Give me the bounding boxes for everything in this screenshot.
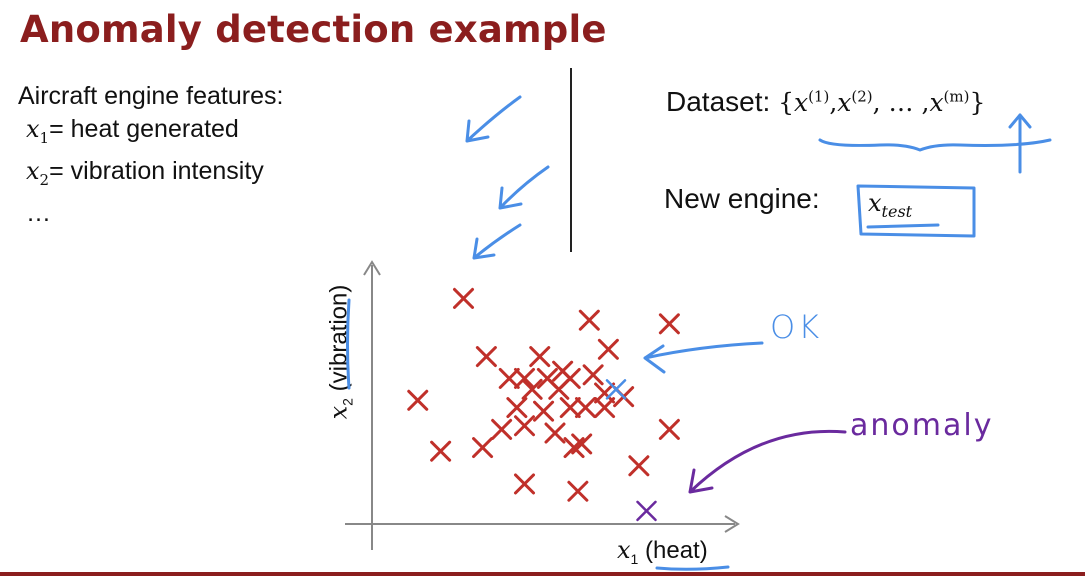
blue-arrow-1: [465, 95, 522, 143]
scatter-point-s0-27: [472, 437, 494, 459]
scatter-points: [407, 287, 680, 522]
scatter-point-s0-0: [453, 287, 474, 309]
dataset-set: {x(1),x(2), … ,x(m)}: [778, 87, 986, 117]
scatter-point-s0-17: [506, 397, 528, 419]
feature-1-var: x1: [26, 115, 50, 147]
scatter-point-s0-29: [658, 418, 680, 440]
anomaly-arrow: [688, 429, 847, 494]
new-engine-label: New engine:: [664, 183, 820, 214]
scatter-point-s0-21: [594, 397, 616, 419]
scatter-point-s0-7: [498, 367, 520, 389]
dataset-underbrace: [818, 138, 1052, 152]
feature-1-text: = heat generated: [49, 115, 239, 143]
scatter-point-s0-5: [597, 338, 619, 360]
blue-arrow-3: [472, 223, 522, 260]
feature-2-var: x2: [26, 156, 50, 189]
ylabel-underline: [346, 298, 351, 390]
blue-arrow-2: [498, 165, 550, 210]
xtest-underline: [866, 223, 940, 229]
scatter-point-s0-4: [529, 346, 551, 368]
scatter-point-s0-22: [491, 418, 513, 440]
hand-drawn-arrows: [346, 95, 1052, 571]
y-axis-arrowhead: [363, 260, 381, 276]
scatter-point-s0-31: [514, 473, 535, 495]
scatter-point-s0-32: [567, 480, 589, 502]
scatter-point-s0-8: [514, 367, 535, 389]
scatter-point-s1-0: [605, 379, 627, 400]
scatter-point-s0-2: [658, 313, 680, 335]
feature-2: x2= vibration intensity: [18, 155, 283, 197]
scatter-point-s0-16: [407, 389, 429, 411]
x-axis-label: x1 (heat): [617, 536, 708, 567]
ok-arrow: [643, 341, 764, 374]
dataset-up-arrow: [1008, 113, 1032, 174]
xlabel-underline: [655, 565, 730, 571]
scatter-point-s0-1: [578, 309, 600, 331]
scatter-point-s0-11: [582, 364, 604, 386]
scatter-point-s0-12: [521, 378, 543, 400]
scatter-point-s0-3: [475, 346, 497, 368]
scatter-point-s0-30: [628, 455, 650, 477]
ok-annotation: OK: [770, 308, 823, 346]
feature-heading: Aircraft engine features:: [18, 82, 284, 110]
feature-list: Aircraft engine features: x1= heat gener…: [18, 80, 283, 230]
scatter-point-s0-24: [544, 422, 566, 444]
scatter-point-s0-28: [571, 433, 593, 455]
scatter-point-s2-0: [636, 500, 657, 522]
scatter-point-s0-14: [594, 382, 616, 404]
scatter-point-s0-19: [559, 397, 581, 419]
scatter-point-s0-23: [514, 415, 535, 437]
x-test-variable: xtest: [868, 189, 913, 221]
feature-ellipsis: …: [26, 198, 51, 227]
x-axis-arrowhead: [724, 515, 740, 533]
dataset-definition: Dataset: {x(1),x(2), … ,x(m)}: [666, 86, 985, 118]
slide-title: Anomaly detection example: [20, 8, 607, 51]
anomaly-annotation: anomaly: [850, 408, 994, 443]
feature-2-text: = vibration intensity: [49, 156, 264, 185]
scatter-point-s0-18: [533, 400, 555, 422]
scatter-point-s0-20: [575, 397, 596, 419]
dataset-label: Dataset:: [666, 86, 771, 117]
plot-axes: [345, 260, 740, 550]
scatter-point-s0-26: [430, 440, 452, 462]
feature-1: x1= heat generated: [18, 113, 283, 155]
scatter-point-s0-13: [548, 378, 570, 400]
new-engine-box: [856, 184, 976, 238]
bottom-rule: [0, 572, 1085, 576]
